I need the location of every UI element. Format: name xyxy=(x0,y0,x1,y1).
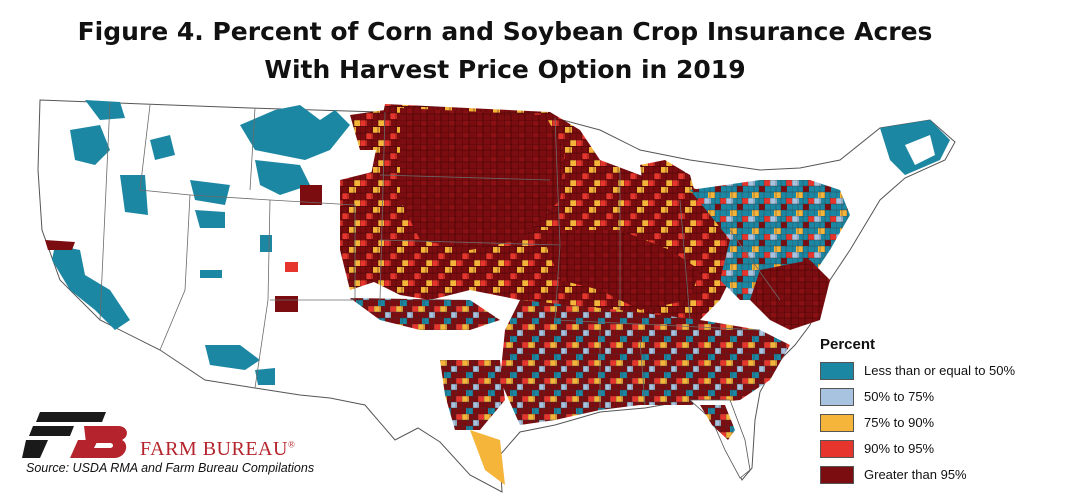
legend-swatch-gt95 xyxy=(820,465,854,484)
legend-swatch-90-95 xyxy=(820,439,854,458)
legend-item: 75% to 90% xyxy=(820,413,1060,432)
legend-label: 75% to 90% xyxy=(864,415,935,430)
legend-label: Less than or equal to 50% xyxy=(864,363,1016,378)
state-borders xyxy=(99,101,781,410)
us-county-map xyxy=(37,99,956,493)
legend-item: 90% to 95% xyxy=(820,439,1060,458)
legend-title: Percent xyxy=(820,336,876,353)
legend-swatch-50-75 xyxy=(820,387,854,406)
chart-title-line-2: With Harvest Price Option in 2019 xyxy=(264,55,746,84)
source-note: Source: USDA RMA and Farm Bureau Compila… xyxy=(26,461,315,475)
legend-swatch-75-90 xyxy=(820,413,854,432)
legend-label: 90% to 95% xyxy=(864,441,935,456)
chart-title-line-1: Figure 4. Percent of Corn and Soybean Cr… xyxy=(77,17,933,46)
legend-label: Greater than 95% xyxy=(864,467,967,482)
brand-name-text: FARM BUREAU xyxy=(140,438,288,460)
legend: Percent Less than or equal to 50% 50% to… xyxy=(820,336,1060,491)
brand-mark: ® xyxy=(287,439,296,450)
farm-bureau-logo-icon xyxy=(22,412,127,458)
legend-swatch-le50 xyxy=(820,361,854,380)
brand-name: FARM BUREAU® xyxy=(140,438,295,461)
legend-item: 50% to 75% xyxy=(820,387,1060,406)
legend-item: Less than or equal to 50% xyxy=(820,361,1060,380)
legend-item: Greater than 95% xyxy=(820,465,1060,484)
legend-label: 50% to 75% xyxy=(864,389,935,404)
